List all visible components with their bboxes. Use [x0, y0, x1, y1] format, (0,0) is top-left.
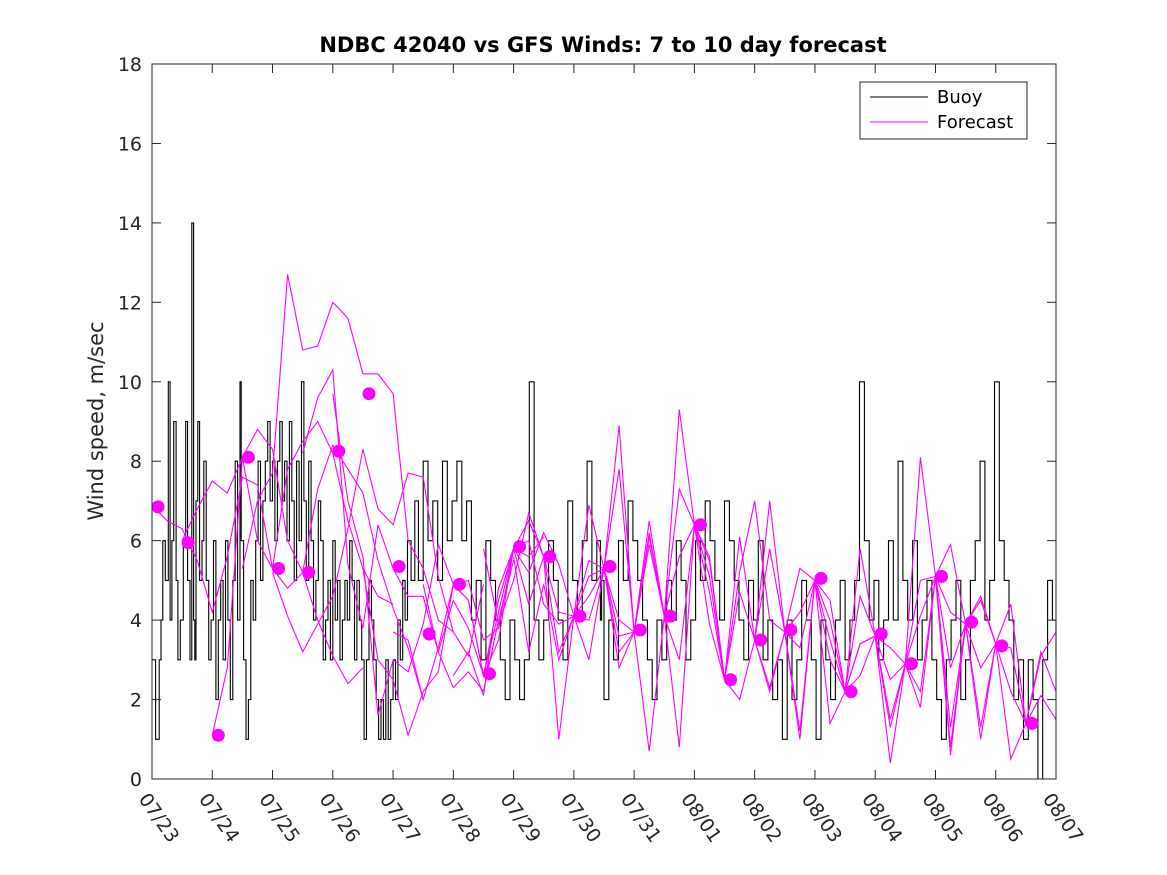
- forecast-marker: [965, 615, 979, 629]
- forecast-run-line-10: [452, 425, 665, 696]
- forecast-marker: [784, 623, 798, 637]
- legend-label-buoy: Buoy: [937, 87, 983, 108]
- y-axis-label: Wind speed, m/sec: [84, 321, 108, 520]
- legend: Buoy Forecast: [859, 81, 1028, 140]
- forecast-marker: [362, 387, 376, 401]
- forecast-run-line-2: [211, 428, 424, 736]
- y-tick-label: 4: [130, 610, 142, 632]
- y-tick-label: 16: [118, 133, 142, 155]
- y-tick-label: 14: [118, 213, 142, 235]
- y-tick-label: 6: [130, 531, 142, 553]
- forecast-run-line-12: [513, 486, 726, 680]
- forecast-run-line-9: [422, 546, 635, 740]
- forecast-marker: [422, 627, 436, 641]
- axes-box: [151, 63, 1057, 780]
- forecast-run-line-6: [332, 393, 545, 716]
- forecast-marker: [935, 569, 948, 583]
- forecast-run-line-3: [241, 274, 454, 633]
- y-tick-label: 8: [130, 451, 142, 473]
- forecast-marker: [724, 673, 738, 687]
- forecast-marker: [241, 450, 255, 464]
- forecast-marker: [603, 560, 617, 573]
- legend-label-forecast: Forecast: [937, 112, 1013, 133]
- forecast-marker: [483, 667, 496, 681]
- forecast-marker: [543, 550, 557, 564]
- y-tick-label: 2: [130, 690, 142, 712]
- forecast-marker: [844, 685, 858, 699]
- forecast-run-line-13: [573, 500, 786, 748]
- forecast-marker: [332, 444, 346, 458]
- forecast-marker: [392, 560, 406, 573]
- forecast-marker: [211, 728, 225, 742]
- chart-title: NDBC 42040 vs GFS Winds: 7 to 10 day for…: [319, 33, 886, 57]
- y-tick-label: 0: [130, 769, 142, 791]
- forecast-marker: [302, 565, 316, 579]
- y-tick-label: 18: [118, 54, 142, 76]
- forecast-run-line-21: [904, 576, 1057, 756]
- y-tick-label: 10: [118, 372, 142, 394]
- forecast-marker: [814, 571, 828, 585]
- forecast-marker: [663, 609, 677, 623]
- forecast-run-line-18: [784, 576, 997, 764]
- forecast-marker: [693, 518, 707, 532]
- buoy-series-line: [152, 222, 1057, 780]
- forecast-marker: [272, 562, 286, 575]
- forecast-run-line-15: [663, 500, 876, 732]
- forecast-marker: [452, 577, 466, 591]
- forecast-run-line-8: [392, 519, 605, 702]
- forecast-marker: [633, 623, 647, 637]
- forecast-marker: [181, 536, 195, 550]
- y-tick-label: 12: [118, 292, 142, 314]
- forecast-run-line-11: [482, 409, 695, 752]
- forecast-marker: [513, 540, 527, 554]
- legend-box: [859, 81, 1028, 140]
- forecast-marker: [1025, 716, 1039, 730]
- forecast-marker: [904, 657, 918, 671]
- forecast-marker: [874, 627, 888, 641]
- forecast-run-line-1: [181, 420, 394, 605]
- forecast-marker: [151, 500, 165, 514]
- forecast-marker: [573, 609, 587, 623]
- forecast-marker: [754, 633, 768, 647]
- forecast-marker: [995, 639, 1009, 653]
- forecast-run-line-5: [302, 368, 515, 693]
- plot-area: [151, 222, 1057, 780]
